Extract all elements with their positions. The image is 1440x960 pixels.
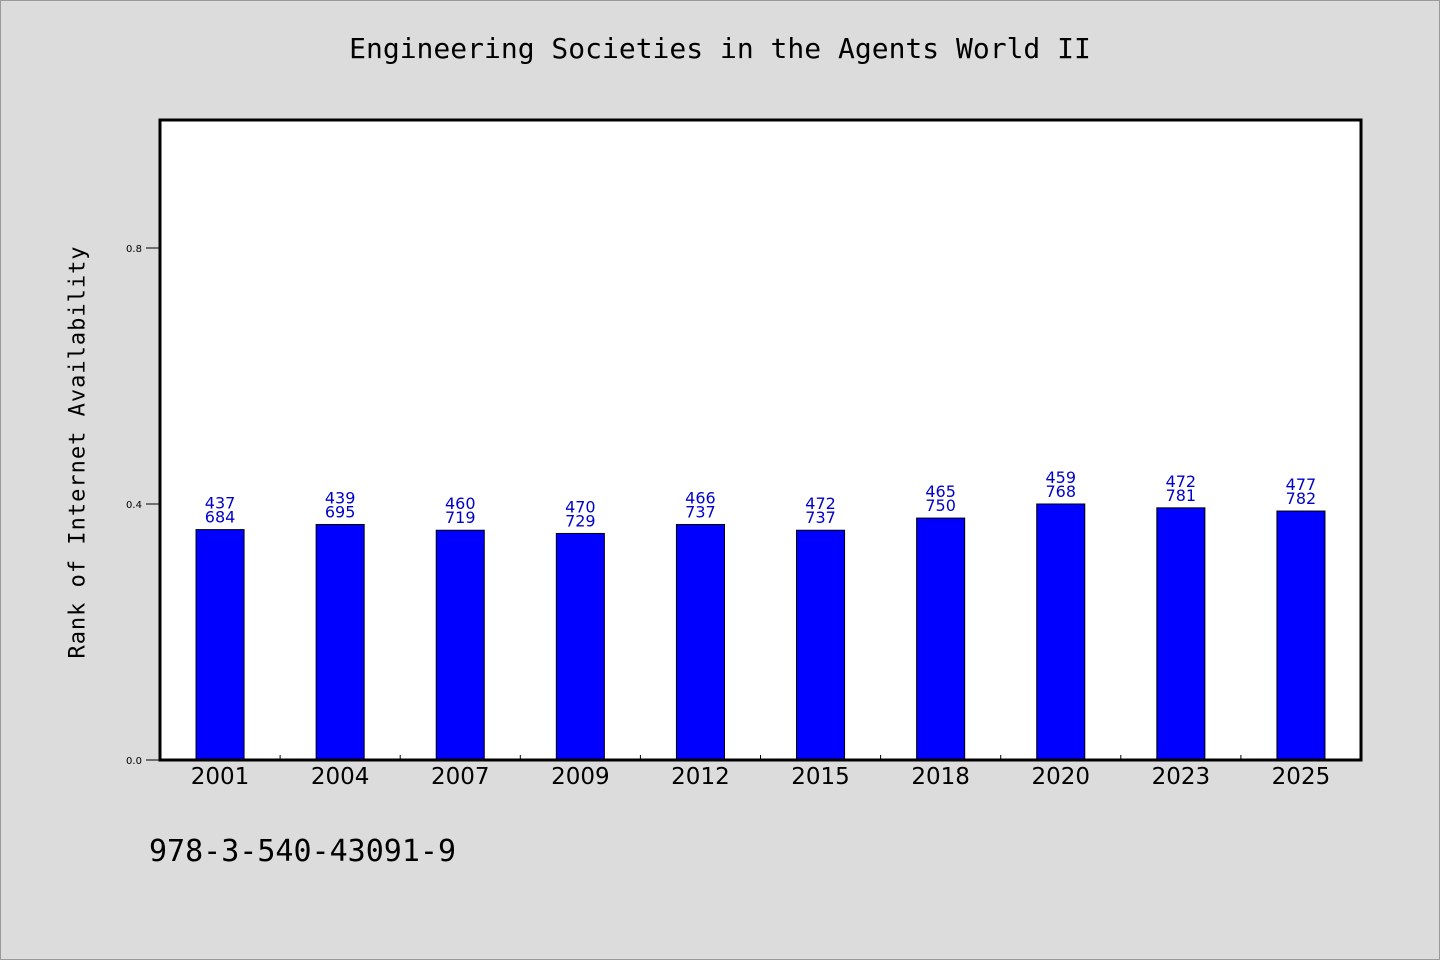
x-tick-label: 2009 xyxy=(551,764,610,790)
bar-label-bottom: 684 xyxy=(205,508,236,527)
bar-2020 xyxy=(1036,503,1086,761)
axis-ticks: 0.0 0.4 0.8 xyxy=(126,244,1242,767)
bar-label-bottom: 737 xyxy=(805,508,836,527)
bar-label-top: 437 xyxy=(205,494,236,513)
bar-2023 xyxy=(1156,507,1206,761)
bar-2009 xyxy=(555,532,605,761)
bar-label-bottom: 737 xyxy=(685,502,716,521)
bar-label-bottom: 750 xyxy=(925,496,956,515)
x-tick-label: 2018 xyxy=(911,764,970,790)
bar-2004 xyxy=(315,523,365,761)
bar-2018 xyxy=(916,517,966,761)
bar-label-bottom: 781 xyxy=(1166,486,1197,505)
bar-label-top: 459 xyxy=(1045,468,1076,487)
bar-label-top: 466 xyxy=(685,488,716,507)
bar-label-top: 439 xyxy=(325,488,356,507)
bar-label-bottom: 729 xyxy=(565,511,596,530)
bar-2007 xyxy=(435,529,485,761)
x-tick-label: 2015 xyxy=(791,764,850,790)
x-tick-label: 2025 xyxy=(1272,764,1331,790)
chart-title: Engineering Societies in the Agents Worl… xyxy=(349,32,1091,65)
plot-border xyxy=(158,118,1363,762)
bars xyxy=(195,503,1326,761)
bar-label-top: 472 xyxy=(1166,472,1197,491)
bar-label-bottom: 768 xyxy=(1045,482,1076,501)
x-tick-label: 2020 xyxy=(1031,764,1090,790)
bar-2025 xyxy=(1276,510,1326,761)
bar-label-bottom: 782 xyxy=(1286,489,1317,508)
x-tick-label: 2004 xyxy=(311,764,370,790)
bar-2015 xyxy=(796,529,846,761)
x-tick-label: 2007 xyxy=(431,764,490,790)
bar-label-top: 460 xyxy=(445,494,476,513)
bar-label-top: 472 xyxy=(805,494,836,513)
x-tick-label: 2012 xyxy=(671,764,730,790)
bar-label-bottom: 719 xyxy=(445,508,476,527)
y-tick-label: 0.0 xyxy=(126,756,142,767)
y-tick-label: 0.4 xyxy=(126,500,142,511)
bar-label-top: 477 xyxy=(1286,475,1317,494)
x-tick-label: 2023 xyxy=(1152,764,1211,790)
bar-label-top: 470 xyxy=(565,497,596,516)
isbn-label: 978-3-540-43091-9 xyxy=(149,834,457,869)
y-tick-label: 0.8 xyxy=(126,244,142,255)
x-tick-label: 2001 xyxy=(191,764,250,790)
bar-label-top: 465 xyxy=(925,482,956,501)
bar-2012 xyxy=(675,523,725,761)
bar-2001 xyxy=(195,529,245,761)
bar-label-bottom: 695 xyxy=(325,502,356,521)
